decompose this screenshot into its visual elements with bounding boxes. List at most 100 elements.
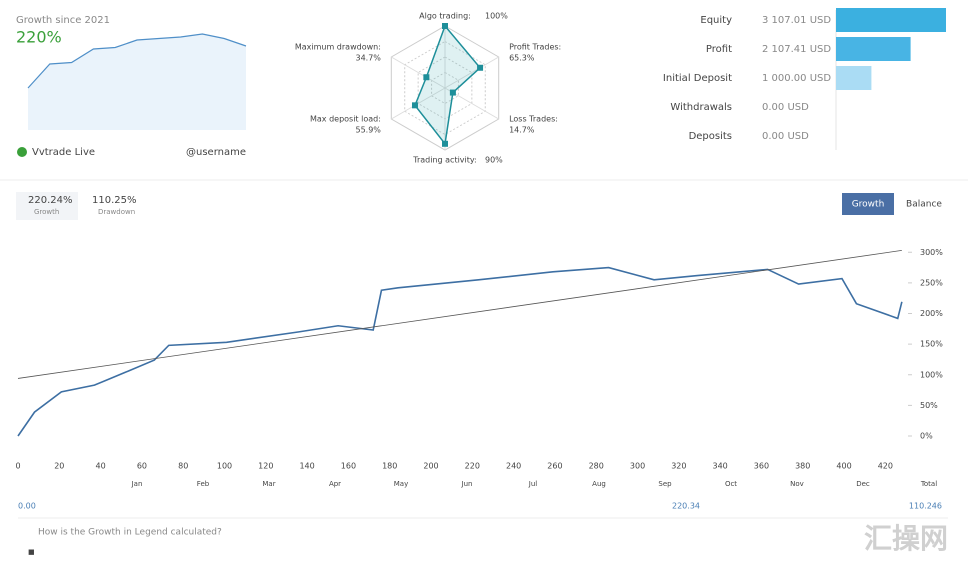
x-tick-label: 340 bbox=[712, 462, 727, 471]
headline-value: 110.25% bbox=[92, 195, 137, 206]
radar-point bbox=[411, 102, 418, 109]
x-tick-label: 0 bbox=[15, 462, 20, 471]
stat-bar bbox=[836, 8, 946, 32]
x-tick-label: 200 bbox=[423, 462, 438, 471]
radar-value: 14.7% bbox=[509, 126, 535, 135]
verified-icon bbox=[17, 147, 27, 157]
x-tick-label: 300 bbox=[630, 462, 645, 471]
month-label: Feb bbox=[197, 480, 210, 488]
watermark: 汇操网 bbox=[864, 522, 948, 555]
x-tick-label: 420 bbox=[878, 462, 893, 471]
stat-label: Withdrawals bbox=[670, 102, 732, 113]
radar-axis bbox=[444, 56, 499, 89]
stat-bar bbox=[836, 37, 911, 61]
x-tick-label: 240 bbox=[506, 462, 521, 471]
y-tick-label: 250% bbox=[920, 278, 943, 287]
radar-label: Max deposit load: bbox=[310, 115, 381, 124]
month-label: Sep bbox=[658, 480, 672, 488]
y-tick-label: 0% bbox=[920, 432, 933, 441]
radar-value: 100% bbox=[485, 12, 508, 21]
x-tick-label: 360 bbox=[754, 462, 769, 471]
x-tick-label: 320 bbox=[671, 462, 686, 471]
stat-value: 0.00 USD bbox=[762, 102, 809, 113]
month-label: Mar bbox=[262, 480, 275, 488]
headline-label: Growth bbox=[34, 208, 59, 216]
x-tick-label: 220 bbox=[465, 462, 480, 471]
radar-point bbox=[423, 74, 430, 81]
tab-label[interactable]: Growth bbox=[852, 200, 885, 210]
y-tick-label: 100% bbox=[920, 370, 943, 379]
x-tick-label: 140 bbox=[299, 462, 314, 471]
stat-value: 1 000.00 USD bbox=[762, 73, 831, 84]
stat-label: Initial Deposit bbox=[663, 73, 732, 84]
x-tick-label: 20 bbox=[54, 462, 64, 471]
radar-label: Maximum drawdown: bbox=[295, 43, 381, 52]
radar-value: 65.3% bbox=[509, 54, 535, 63]
tab-button[interactable] bbox=[842, 193, 894, 215]
footer-icon: ■ bbox=[28, 548, 35, 556]
stat-value: 3 107.01 USD bbox=[762, 15, 831, 26]
stat-label: Deposits bbox=[689, 131, 732, 142]
stat-value: 2 107.41 USD bbox=[762, 44, 831, 55]
y-tick-label: 200% bbox=[920, 309, 943, 318]
x-tick-label: 80 bbox=[178, 462, 188, 471]
stat-label: Profit bbox=[706, 44, 732, 55]
x-tick-label: 100 bbox=[217, 462, 232, 471]
radar-axis bbox=[391, 87, 446, 120]
month-label: Total bbox=[920, 480, 937, 488]
y-tick-label: 150% bbox=[920, 340, 943, 349]
radar-axis bbox=[391, 56, 446, 89]
footer-value: 110.246 bbox=[909, 502, 942, 511]
x-tick-label: 160 bbox=[341, 462, 356, 471]
x-tick-label: 120 bbox=[258, 462, 273, 471]
month-label: Apr bbox=[329, 480, 341, 488]
headline-box bbox=[16, 192, 78, 220]
month-label: Jan bbox=[131, 480, 143, 488]
radar-shape bbox=[414, 24, 482, 146]
stat-label: Equity bbox=[700, 15, 732, 26]
radar-label: Loss Trades: bbox=[509, 115, 558, 124]
series-line bbox=[17, 266, 903, 437]
sparkline bbox=[27, 33, 247, 89]
footer-value: 0.00 bbox=[18, 502, 36, 511]
radar-label: Algo trading: bbox=[419, 12, 471, 21]
tab-label[interactable]: Balance bbox=[906, 200, 942, 210]
radar-point bbox=[477, 64, 484, 71]
footer-value: 220.34 bbox=[672, 502, 700, 511]
x-tick-label: 40 bbox=[96, 462, 106, 471]
series-line bbox=[17, 250, 902, 379]
radar-label: Profit Trades: bbox=[509, 43, 561, 52]
account-name: Vvtrade Live bbox=[32, 147, 95, 158]
radar-value: 34.7% bbox=[355, 54, 381, 63]
month-label: Jun bbox=[461, 480, 473, 488]
radar-point bbox=[442, 23, 448, 29]
x-tick-label: 180 bbox=[382, 462, 397, 471]
radar-label: Trading activity: bbox=[412, 156, 477, 165]
radar-point bbox=[449, 89, 456, 96]
headline-value: 220.24% bbox=[28, 195, 73, 206]
summary-value: 220% bbox=[16, 28, 62, 47]
sparkline-area bbox=[28, 34, 246, 130]
x-tick-label: 280 bbox=[589, 462, 604, 471]
stat-value: 0.00 USD bbox=[762, 131, 809, 142]
month-label: Jul bbox=[528, 480, 538, 488]
headline-label: Drawdown bbox=[98, 208, 135, 216]
month-label: Dec bbox=[856, 480, 870, 488]
radar-point bbox=[442, 140, 448, 147]
x-tick-label: 400 bbox=[836, 462, 851, 471]
y-tick-label: 50% bbox=[920, 401, 938, 410]
month-label: Aug bbox=[592, 480, 606, 488]
month-label: May bbox=[394, 480, 408, 488]
summary-label: Growth since 2021 bbox=[16, 15, 110, 26]
x-tick-label: 60 bbox=[137, 462, 147, 471]
radar-value: 55.9% bbox=[355, 126, 381, 135]
account-user: @username bbox=[186, 147, 246, 158]
y-tick-label: 300% bbox=[920, 248, 943, 257]
stat-bar bbox=[836, 66, 872, 90]
month-label: Oct bbox=[725, 480, 737, 488]
footer-text: How is the Growth in Legend calculated? bbox=[38, 528, 222, 538]
month-label: Nov bbox=[790, 480, 804, 488]
radar-value: 90% bbox=[485, 156, 503, 165]
x-tick-label: 380 bbox=[795, 462, 810, 471]
